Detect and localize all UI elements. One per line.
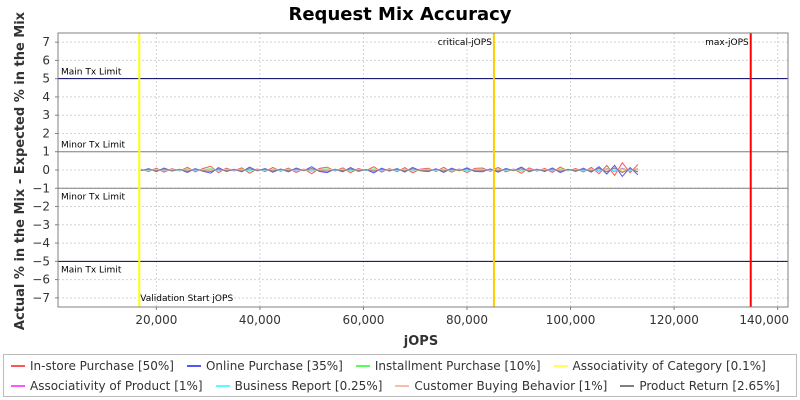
legend-item: Associativity of Product [1%] [11,379,203,393]
threshold-label: Minor Tx Limit [61,141,126,151]
series-line [140,167,639,174]
series-lines [140,161,639,178]
legend-swatch [215,385,230,387]
y-axis-title: Actual % in the Mix - Expected % in the … [13,11,28,330]
axes: 7 6 5 4 3 2 1 0 −1 −2 −3 −4 −5 −6 −7 20,000 40,000 60,000… [32,32,789,327]
legend-item: Installment Purchase [10%] [355,359,541,373]
x-axis-title: jOPS [403,334,438,349]
x-tick-label: 20,000 [135,313,177,327]
x-tick-label: 60,000 [342,313,384,327]
y-tick-label: −2 [32,200,50,214]
chart-title: Request Mix Accuracy [288,4,511,25]
legend-item: In-store Purchase [50%] [11,359,174,373]
y-tick-label: −6 [32,273,50,287]
threshold-label: Main Tx Limit [61,265,122,275]
marker-label: critical-jOPS [438,38,492,48]
legend-label: In-store Purchase [50%] [30,359,174,373]
y-tick-label: −5 [32,254,50,268]
legend-row: Associativity of Product [1%] Business Re… [4,377,786,395]
legend-label: Customer Buying Behavior [1%] [414,379,608,393]
legend-label: Installment Purchase [10%] [374,359,541,373]
legend-item: Associativity of Category [0.1%] [553,359,766,373]
threshold-lines: Main Tx Limit Minor Tx Limit Minor Tx Limi… [58,68,788,275]
legend-label: Online Purchase [35%] [205,359,343,373]
legend-swatch [11,365,25,367]
marker-label: Validation Start jOPS [140,294,233,304]
legend-label: Associativity of Category [0.1%] [572,359,766,373]
y-tick-label: 7 [42,35,50,49]
y-tick-label: 6 [42,53,50,67]
y-tick-label: −3 [32,218,50,232]
y-tick-label: 3 [42,108,50,122]
y-tick-label: −1 [32,181,50,195]
legend-item: Product Return [2.65%] [620,379,780,393]
x-tick-label: 120,000 [649,313,699,327]
legend-swatch [553,365,568,367]
legend-swatch [620,385,635,387]
chart-legend: In-store Purchase [50%] Online Purchase [… [3,354,797,397]
x-tick-label: 100,000 [546,313,596,327]
y-tick-label: 1 [42,145,50,159]
y-tick-label: 4 [42,90,50,104]
y-tick-label: −7 [32,291,50,305]
legend-swatch [11,385,25,387]
marker-lines: Validation Start jOPS critical-jOPS max-jO… [138,33,752,307]
legend-item: Customer Buying Behavior [1%] [395,379,607,393]
legend-swatch [355,365,370,367]
legend-swatch [395,385,410,387]
threshold-label: Main Tx Limit [61,68,122,78]
y-tick-label: 0 [42,163,50,177]
marker-label: max-jOPS [705,38,749,48]
legend-item: Online Purchase [35%] [186,359,343,373]
y-tick-label: −4 [32,236,50,250]
y-tick-label: 2 [42,126,50,140]
x-tick-label: 140,000 [739,313,789,327]
legend-label: Product Return [2.65%] [639,379,780,393]
legend-item: Business Report [0.25%] [215,379,383,393]
y-tick-label: 5 [42,72,50,86]
x-tick-label: 80,000 [446,313,488,327]
legend-label: Associativity of Product [1%] [30,379,203,393]
legend-swatch [186,365,201,367]
legend-label: Business Report [0.25%] [234,379,383,393]
legend-row: In-store Purchase [50%] Online Purchase [… [4,357,772,375]
x-tick-label: 40,000 [239,313,281,327]
threshold-label: Minor Tx Limit [61,192,126,202]
